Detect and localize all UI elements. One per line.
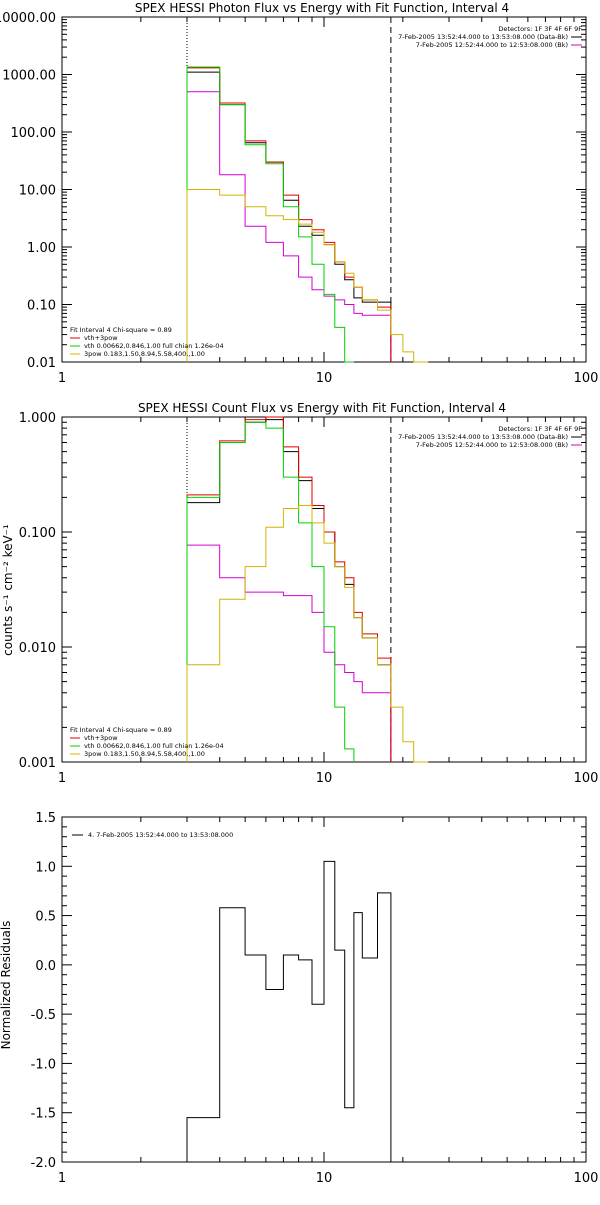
legend-entry: vth 0.00662,0.846,1.00 full chian 1.26e-… (84, 742, 224, 750)
y-tick-label: 10000.00 (0, 11, 56, 26)
s-data-bk-series (186, 419, 392, 762)
photon-flux-title: SPEX HESSI Photon Flux vs Energy with Fi… (135, 1, 509, 15)
legend-entry: vth+3pow (84, 734, 118, 742)
y-tick-label: 1.0 (35, 860, 56, 875)
s-bk-series (186, 91, 392, 362)
s-vth-series (186, 66, 354, 363)
y-tick-label: 1.5 (35, 811, 56, 826)
y-tick-label: -1.0 (31, 1057, 56, 1072)
count-flux-ylabel: counts s⁻¹ cm⁻² keV⁻¹ (1, 524, 15, 656)
y-tick-label: 0.01 (27, 356, 56, 371)
y-tick-label: 0.100 (19, 526, 56, 541)
legend-entry: 3pow 0.183,1.50,8.94,5.58,400.,1.00 (84, 750, 205, 758)
legend-detectors: Detectors: 1F 3F 4F 6F 9F (498, 425, 582, 433)
legend-entry: 7-Feb-2005 12:52:44.000 to 12:53:08.000 … (416, 441, 568, 449)
x-tick-label: 10 (316, 1171, 333, 1186)
legend-fit-header: Fit Interval 4 Chi-square = 0.89 (70, 326, 172, 334)
legend-entry: 7-Feb-2005 12:52:44.000 to 12:53:08.000 … (416, 41, 568, 49)
legend-entry: 7-Feb-2005 13:52:44.000 to 13:53:08.000 … (398, 433, 568, 441)
y-tick-label: 0.10 (27, 299, 56, 314)
s-3pow-series (186, 505, 429, 763)
s-vth-3pow-series (186, 416, 392, 762)
x-tick-label: 100 (574, 771, 599, 786)
y-tick-label: 0.001 (19, 756, 56, 771)
legend-entry: vth 0.00662,0.846,1.00 full chian 1.26e-… (84, 342, 224, 350)
legend-entry: 4. 7-Feb-2005 13:52:44.000 to 13:53:08.0… (88, 831, 233, 839)
legend-entry: 3pow 0.183,1.50,8.94,5.58,400.,1.00 (84, 350, 205, 358)
legend-entry: 7-Feb-2005 13:52:44.000 to 13:53:08.000 … (398, 33, 568, 41)
y-tick-label: 10.00 (19, 184, 56, 199)
count-flux-panel: SPEX HESSI Count Flux vs Energy with Fit… (1, 401, 598, 786)
x-tick-label: 100 (574, 371, 599, 386)
y-tick-label: 0.5 (35, 910, 56, 925)
legend-detectors: Detectors: 1F 3F 4F 6F 9F (498, 25, 582, 33)
s-3pow-series (186, 189, 429, 363)
x-tick-label: 1 (58, 771, 66, 786)
residuals-ylabel: Normalized Residuals (0, 921, 13, 1050)
y-tick-label: 1.00 (27, 241, 56, 256)
x-tick-label: 10 (316, 371, 333, 386)
y-tick-label: 100.00 (11, 126, 57, 141)
y-tick-label: -0.5 (31, 1008, 56, 1023)
count-flux-title: SPEX HESSI Count Flux vs Energy with Fit… (138, 401, 506, 415)
y-tick-label: 0.0 (35, 959, 56, 974)
legend-fit-header: Fit Interval 4 Chi-square = 0.89 (70, 726, 172, 734)
y-tick-label: 1.000 (19, 411, 56, 426)
legend-entry: vth+3pow (84, 334, 118, 342)
y-tick-label: 0.010 (19, 641, 56, 656)
y-tick-label: -1.5 (31, 1107, 56, 1122)
s-vth-3pow-series (186, 67, 392, 362)
x-tick-label: 1 (58, 371, 66, 386)
photon-flux-panel: SPEX HESSI Photon Flux vs Energy with Fi… (0, 1, 598, 386)
s-data-bk-series (186, 71, 392, 362)
s-bk-series (186, 544, 392, 762)
s-vth-series (186, 421, 355, 762)
x-tick-label: 100 (574, 1171, 599, 1186)
x-tick-label: 10 (316, 771, 333, 786)
y-tick-label: -2.0 (31, 1156, 56, 1171)
y-tick-label: 1000.00 (2, 69, 56, 84)
residuals-panel: Normalized Residuals 1 10 100 -2.0 -1.5 -1.0 -… (0, 811, 598, 1186)
s-residual-series (186, 860, 392, 1162)
plot-frame (61, 16, 587, 363)
x-tick-label: 1 (58, 1171, 66, 1186)
